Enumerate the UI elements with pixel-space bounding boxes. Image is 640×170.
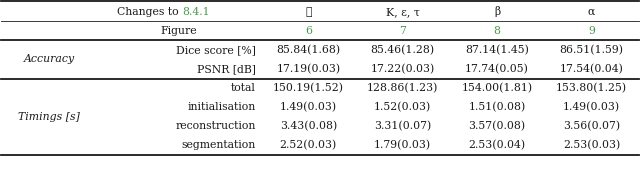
Text: 17.19(0.03): 17.19(0.03) (276, 64, 340, 74)
Text: 17.74(0.05): 17.74(0.05) (465, 64, 529, 74)
Text: PSNR [dB]: PSNR [dB] (197, 64, 256, 74)
Text: initialisation: initialisation (188, 102, 256, 112)
Text: 3.43(0.08): 3.43(0.08) (280, 121, 337, 131)
Text: 6: 6 (305, 26, 312, 36)
Text: Accuracy: Accuracy (24, 55, 75, 64)
Text: α: α (588, 7, 595, 17)
Text: segmentation: segmentation (182, 140, 256, 150)
Text: 1.79(0.03): 1.79(0.03) (374, 140, 431, 150)
Text: 8.4.1: 8.4.1 (182, 7, 210, 17)
Text: 154.00(1.81): 154.00(1.81) (461, 83, 532, 93)
Text: 1.49(0.03): 1.49(0.03) (563, 102, 620, 112)
Text: 128.86(1.23): 128.86(1.23) (367, 83, 438, 93)
Text: 3.56(0.07): 3.56(0.07) (563, 121, 620, 131)
Text: Timings [s]: Timings [s] (19, 112, 80, 122)
Text: 7: 7 (399, 26, 406, 36)
Text: 17.54(0.04): 17.54(0.04) (559, 64, 623, 74)
Text: total: total (231, 83, 256, 93)
Text: Changes to: Changes to (117, 7, 182, 17)
Text: Dice score [%]: Dice score [%] (176, 45, 256, 55)
Text: 1.51(0.08): 1.51(0.08) (468, 102, 525, 112)
Text: 3.57(0.08): 3.57(0.08) (468, 121, 525, 131)
Text: 2.52(0.03): 2.52(0.03) (280, 140, 337, 150)
Text: reconstruction: reconstruction (175, 121, 256, 131)
Text: Figure: Figure (161, 26, 198, 36)
Text: 86.51(1.59): 86.51(1.59) (559, 45, 623, 55)
Text: ∅: ∅ (305, 7, 312, 17)
Text: 3.31(0.07): 3.31(0.07) (374, 121, 431, 131)
Text: 1.49(0.03): 1.49(0.03) (280, 102, 337, 112)
Text: β: β (494, 6, 500, 17)
Text: 2.53(0.03): 2.53(0.03) (563, 140, 620, 150)
Text: 8: 8 (493, 26, 500, 36)
Text: 85.46(1.28): 85.46(1.28) (371, 45, 435, 55)
Text: 17.22(0.03): 17.22(0.03) (371, 64, 435, 74)
Text: 87.14(1.45): 87.14(1.45) (465, 45, 529, 55)
Text: 85.84(1.68): 85.84(1.68) (276, 45, 340, 55)
Text: K, ε, τ: K, ε, τ (386, 7, 420, 17)
Text: 150.19(1.52): 150.19(1.52) (273, 83, 344, 93)
Text: 153.80(1.25): 153.80(1.25) (556, 83, 627, 93)
Text: 9: 9 (588, 26, 595, 36)
Text: 1.52(0.03): 1.52(0.03) (374, 102, 431, 112)
Text: 2.53(0.04): 2.53(0.04) (468, 140, 525, 150)
